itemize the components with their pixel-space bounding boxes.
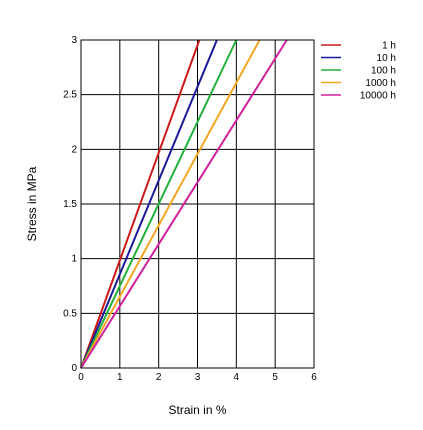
x-tick-label: 3 [195,372,201,383]
x-tick-label: 4 [234,372,240,383]
y-tick-label: 1 [71,254,77,265]
series-line-3 [80,39,238,369]
series-line-4 [80,39,261,369]
legend-label-1: 1 h [382,41,396,52]
series-lines [80,39,288,369]
series-line-1 [80,39,201,369]
y-axis-title: Stress in MPa [25,166,39,241]
x-tick-label: 1 [117,372,123,383]
legend-label-4: 1000 h [365,78,396,89]
legend-label-5: 10000 h [360,91,396,102]
series-line-2 [80,39,218,369]
plot-frame [80,39,315,369]
series-line-5 [80,39,288,369]
legend-label-3: 100 h [371,66,396,77]
legend-label-2: 10 h [377,53,396,64]
y-tick-label: 0.5 [63,308,77,319]
y-tick-label: 0 [71,363,77,374]
x-tick-label: 5 [272,372,278,383]
x-axis-title: Strain in % [168,403,226,417]
x-tick-label: 6 [311,372,317,383]
y-tick-label: 1.5 [63,199,77,210]
y-tick-label: 2.5 [63,90,77,101]
y-tick-label: 2 [71,144,77,155]
x-tick-label: 2 [156,372,162,383]
x-tick-label: 0 [78,372,84,383]
tick-labels: 0 1 2 3 4 5 6 0 0.5 1 1.5 2 2.5 3 [63,35,317,383]
y-tick-label: 3 [71,35,77,46]
